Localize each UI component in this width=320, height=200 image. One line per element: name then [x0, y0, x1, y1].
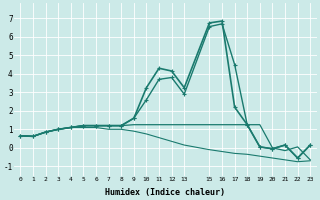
X-axis label: Humidex (Indice chaleur): Humidex (Indice chaleur): [105, 188, 225, 197]
